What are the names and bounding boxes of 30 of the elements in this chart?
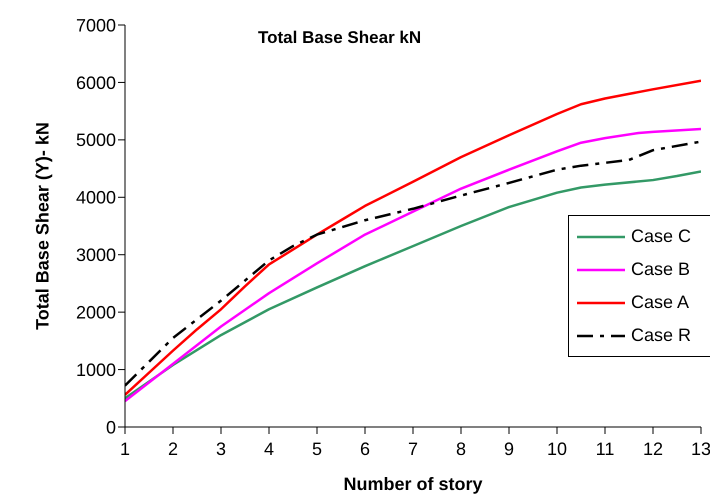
x-tick-label: 1 [120, 438, 130, 459]
y-tick-label: 3000 [76, 245, 116, 266]
legend-label: Case C [631, 225, 692, 248]
y-tick-label: 0 [106, 417, 116, 438]
line-series [125, 170, 701, 400]
x-tick-label: 5 [312, 438, 322, 459]
x-tick-label: 11 [596, 438, 614, 459]
x-tick-label: 13 [690, 438, 710, 459]
x-tick-label: 8 [456, 438, 466, 459]
x-axis-title: Number of story [343, 474, 483, 494]
y-tick-label: 5000 [76, 130, 116, 150]
y-tick-label: 6000 [76, 72, 116, 93]
x-tick-label: 2 [168, 438, 178, 459]
y-tick-label: 7000 [76, 15, 116, 36]
line-series [125, 79, 701, 396]
y-tick-label: 2000 [76, 302, 116, 323]
x-tick-label: 3 [216, 438, 226, 459]
x-tick-label: 12 [642, 438, 664, 459]
legend-label: Case R [631, 324, 692, 347]
x-tick-label: 9 [504, 438, 514, 459]
x-tick-label: 6 [360, 438, 370, 459]
chart-title: Total Base Shear kN [258, 28, 422, 48]
y-axis-title: Total Base Shear (Y)- kN [32, 122, 52, 330]
legend-label: Case B [631, 258, 690, 281]
legend-label: Case A [631, 291, 690, 314]
x-tick-label: 7 [408, 438, 418, 459]
x-tick-label: 4 [264, 438, 274, 459]
x-tick-label: 10 [546, 438, 568, 459]
y-tick-label: 4000 [76, 188, 116, 208]
y-tick-label: 1000 [76, 360, 116, 380]
